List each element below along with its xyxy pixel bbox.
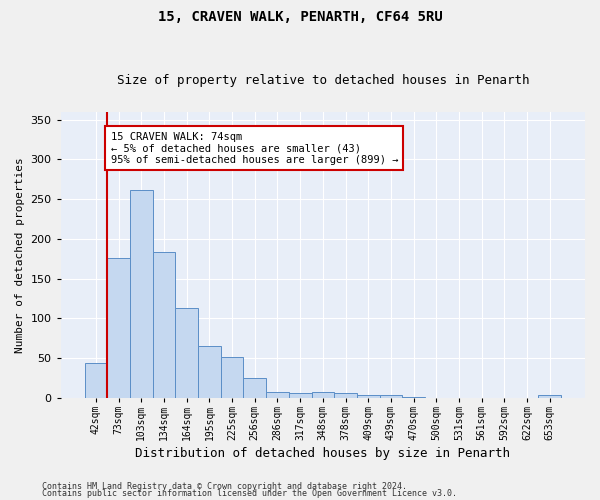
Text: Contains public sector information licensed under the Open Government Licence v3: Contains public sector information licen…	[42, 490, 457, 498]
Bar	[198, 346, 221, 398]
Bar	[538, 396, 561, 398]
Text: Contains HM Land Registry data © Crown copyright and database right 2024.: Contains HM Land Registry data © Crown c…	[42, 482, 407, 491]
Bar	[380, 396, 402, 398]
Bar	[107, 258, 130, 398]
Bar	[221, 356, 244, 398]
Bar	[334, 393, 357, 398]
Bar	[357, 394, 380, 398]
Bar	[289, 393, 311, 398]
Bar	[152, 252, 175, 398]
Bar	[311, 392, 334, 398]
Bar	[85, 363, 107, 398]
Bar	[266, 392, 289, 398]
Bar	[130, 190, 152, 398]
X-axis label: Distribution of detached houses by size in Penarth: Distribution of detached houses by size …	[136, 447, 511, 460]
Bar	[175, 308, 198, 398]
Bar	[244, 378, 266, 398]
Title: Size of property relative to detached houses in Penarth: Size of property relative to detached ho…	[116, 74, 529, 87]
Text: 15, CRAVEN WALK, PENARTH, CF64 5RU: 15, CRAVEN WALK, PENARTH, CF64 5RU	[158, 10, 442, 24]
Text: 15 CRAVEN WALK: 74sqm
← 5% of detached houses are smaller (43)
95% of semi-detac: 15 CRAVEN WALK: 74sqm ← 5% of detached h…	[110, 132, 398, 165]
Y-axis label: Number of detached properties: Number of detached properties	[15, 157, 25, 352]
Bar	[402, 397, 425, 398]
